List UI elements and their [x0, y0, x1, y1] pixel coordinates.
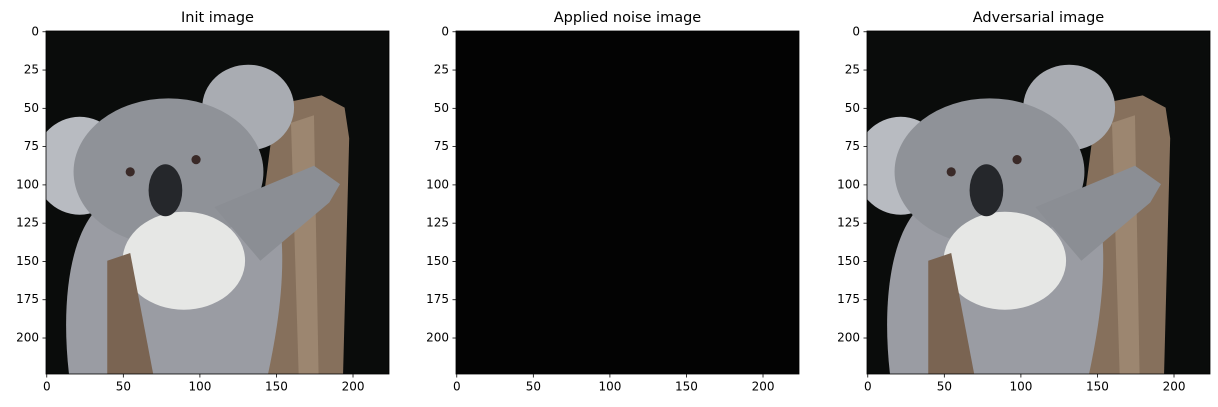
x-tick-label: 0 — [43, 380, 51, 394]
y-tick-label: 175 — [837, 292, 860, 306]
y-tick-label: 175 — [426, 292, 449, 306]
y-tick-label: 125 — [837, 216, 860, 230]
init-image — [46, 31, 389, 374]
subplot-title: Applied noise image — [554, 10, 702, 26]
y-tick-label: 0 — [852, 24, 860, 38]
adversarial-image — [867, 31, 1210, 374]
y-tick-label: 75 — [24, 139, 39, 153]
y-tick-label: 100 — [837, 177, 860, 191]
y-tick-label: 150 — [16, 254, 39, 268]
axes-frame — [866, 30, 1211, 375]
subplot-title: Adversarial image — [973, 10, 1105, 26]
x-tick-label: 0 — [864, 380, 872, 394]
y-tick-label: 25 — [434, 63, 449, 77]
y-tick-label: 125 — [426, 216, 449, 230]
y-tick-label: 200 — [837, 331, 860, 345]
subplot-title: Init image — [181, 10, 254, 26]
axes-frame — [455, 30, 800, 375]
axes-frame — [45, 30, 390, 375]
x-tick-label: 200 — [752, 380, 775, 394]
y-tick-label: 200 — [16, 331, 39, 345]
y-tick-label: 75 — [434, 139, 449, 153]
x-tick-label: 100 — [598, 380, 621, 394]
y-tick-label: 50 — [434, 101, 449, 115]
y-tick-label: 150 — [426, 254, 449, 268]
y-tick-label: 0 — [441, 24, 449, 38]
x-tick-label: 100 — [188, 380, 211, 394]
y-tick-label: 150 — [837, 254, 860, 268]
y-tick-label: 100 — [426, 177, 449, 191]
x-tick-label: 50 — [526, 380, 541, 394]
y-tick-label: 25 — [845, 63, 860, 77]
noise-image — [456, 31, 799, 374]
y-tick-label: 25 — [24, 63, 39, 77]
y-tick-label: 0 — [31, 24, 39, 38]
y-tick-label: 125 — [16, 216, 39, 230]
y-tick-label: 100 — [16, 177, 39, 191]
y-tick-label: 200 — [426, 331, 449, 345]
x-tick-label: 100 — [1009, 380, 1032, 394]
x-tick-label: 150 — [1086, 380, 1109, 394]
y-tick-label: 50 — [24, 101, 39, 115]
x-tick-label: 200 — [1163, 380, 1186, 394]
x-tick-label: 150 — [675, 380, 698, 394]
x-tick-label: 150 — [265, 380, 288, 394]
x-tick-label: 50 — [937, 380, 952, 394]
x-tick-label: 200 — [342, 380, 365, 394]
y-tick-label: 75 — [845, 139, 860, 153]
y-tick-label: 50 — [845, 101, 860, 115]
y-tick-label: 175 — [16, 292, 39, 306]
x-tick-label: 50 — [116, 380, 131, 394]
x-tick-label: 0 — [453, 380, 461, 394]
